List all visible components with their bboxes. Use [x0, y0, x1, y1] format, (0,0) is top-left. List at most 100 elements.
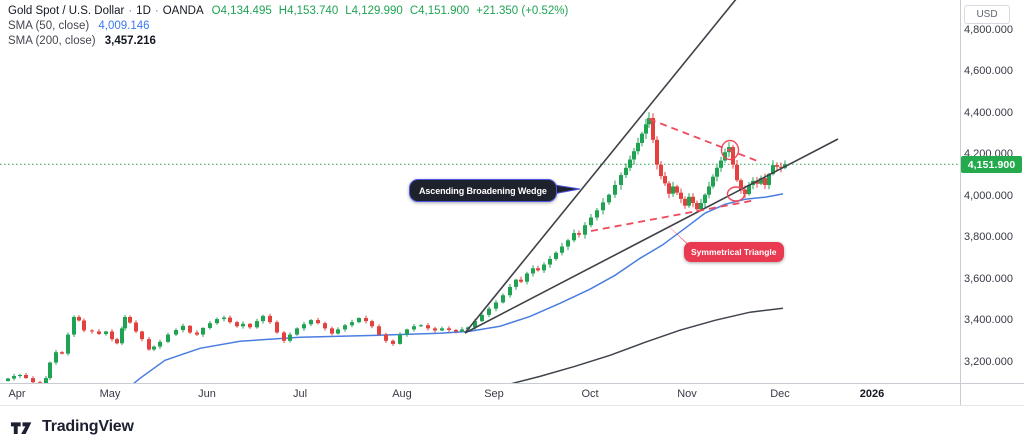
candle [554, 251, 558, 261]
currency-label[interactable]: USD [964, 5, 1010, 24]
candle [72, 315, 76, 337]
price-axis-label: 4,000.000 [964, 190, 1013, 202]
candle [31, 376, 35, 383]
candle [644, 118, 648, 140]
candle [282, 330, 286, 344]
candle [739, 178, 743, 194]
candle [82, 318, 86, 333]
candle [195, 330, 199, 337]
ohlc-token: O4,134.495 [211, 5, 272, 17]
candle [426, 323, 430, 331]
wedge-annotation[interactable]: Ascending Broadening Wedge [409, 179, 557, 202]
highlight-circle[interactable] [720, 139, 740, 161]
candle [480, 313, 484, 322]
candle [158, 339, 162, 349]
candle [302, 321, 306, 331]
candle [77, 315, 81, 322]
last-price-badge: 4,151.900 [961, 156, 1022, 173]
candle [370, 319, 374, 329]
candle [715, 163, 719, 182]
candle [508, 284, 512, 298]
candle [433, 326, 437, 333]
candle [201, 327, 205, 337]
candle [679, 188, 683, 204]
candle [215, 317, 219, 325]
time-axis-label: Apr [8, 388, 26, 400]
candle [128, 315, 132, 324]
sma50-label: SMA (50, close) [8, 20, 90, 32]
candle [174, 328, 178, 337]
candle [460, 327, 464, 333]
candle [377, 324, 381, 336]
tradingview-logo[interactable]: TradingView [10, 418, 134, 436]
candle [632, 147, 636, 165]
candle [120, 326, 124, 346]
indicator-row-sma200[interactable]: SMA (200, close) 3,457.216 [8, 34, 568, 49]
candle [123, 314, 127, 331]
sma200-line[interactable] [505, 307, 784, 385]
candle [659, 161, 663, 180]
price-axis-label: 3,600.000 [964, 273, 1013, 285]
ohlc-values: O4,134.495 H4,153.740 L4,129.990 C4,151.900 [212, 5, 477, 17]
symbol-title[interactable]: Gold Spot / U.S. Dollar [8, 5, 125, 17]
interval-label[interactable]: 1D [136, 5, 151, 17]
candle [671, 181, 675, 197]
candle [707, 181, 711, 199]
candle [566, 238, 570, 251]
candle [110, 329, 114, 342]
sma50-line[interactable] [118, 193, 784, 396]
triangle-annotation[interactable]: Symmetrical Triangle [684, 242, 784, 262]
candle [628, 155, 632, 172]
candle [719, 156, 723, 172]
candle [343, 324, 347, 332]
candle [228, 315, 232, 324]
candle [735, 160, 739, 182]
symbol-row[interactable]: Gold Spot / U.S. Dollar · 1D · OANDA O4,134.4… [8, 4, 568, 19]
triangle-upper-dashed-line[interactable] [648, 118, 761, 163]
candle [655, 136, 659, 170]
candle [601, 198, 605, 215]
candle [636, 137, 640, 155]
candle [647, 112, 651, 128]
legend: Gold Spot / U.S. Dollar · 1D · OANDA O4,134.4… [8, 4, 568, 49]
candle [577, 230, 581, 238]
candle [595, 208, 599, 221]
candle [316, 317, 320, 325]
candle [695, 200, 699, 213]
candle [624, 163, 628, 178]
candle [288, 332, 292, 343]
candle [181, 323, 185, 333]
candle [166, 332, 170, 344]
time-axis-label: May [99, 388, 121, 400]
candle [336, 327, 340, 335]
candle [487, 306, 491, 318]
wedge-lower-trendline[interactable] [464, 138, 839, 334]
wedge-upper-trendline[interactable] [464, 0, 737, 334]
candle [454, 328, 458, 334]
candle [48, 361, 52, 381]
candle [208, 320, 212, 330]
tradingview-icon [10, 421, 32, 434]
triangle-lower-dashed-line[interactable] [590, 199, 757, 232]
candle [583, 222, 587, 239]
candle [115, 337, 119, 345]
highlight-circle[interactable] [726, 186, 746, 202]
price-axis-label: 4,600.000 [964, 65, 1013, 77]
candle [514, 278, 518, 290]
tradingview-wordmark: TradingView [42, 418, 134, 435]
candle [723, 148, 727, 163]
price-axis-label: 4,800.000 [964, 24, 1013, 36]
candle [364, 315, 368, 324]
candle [18, 373, 22, 379]
candle [531, 265, 535, 277]
candle [241, 321, 245, 329]
exchange-label[interactable]: OANDA [162, 5, 204, 17]
candle [667, 181, 671, 199]
ohlc-token: H4,153.740 [278, 5, 339, 17]
candle [60, 351, 64, 355]
candle [536, 265, 540, 272]
indicator-row-sma50[interactable]: SMA (50, close) 4,009.146 [8, 19, 568, 34]
candle [152, 345, 156, 352]
